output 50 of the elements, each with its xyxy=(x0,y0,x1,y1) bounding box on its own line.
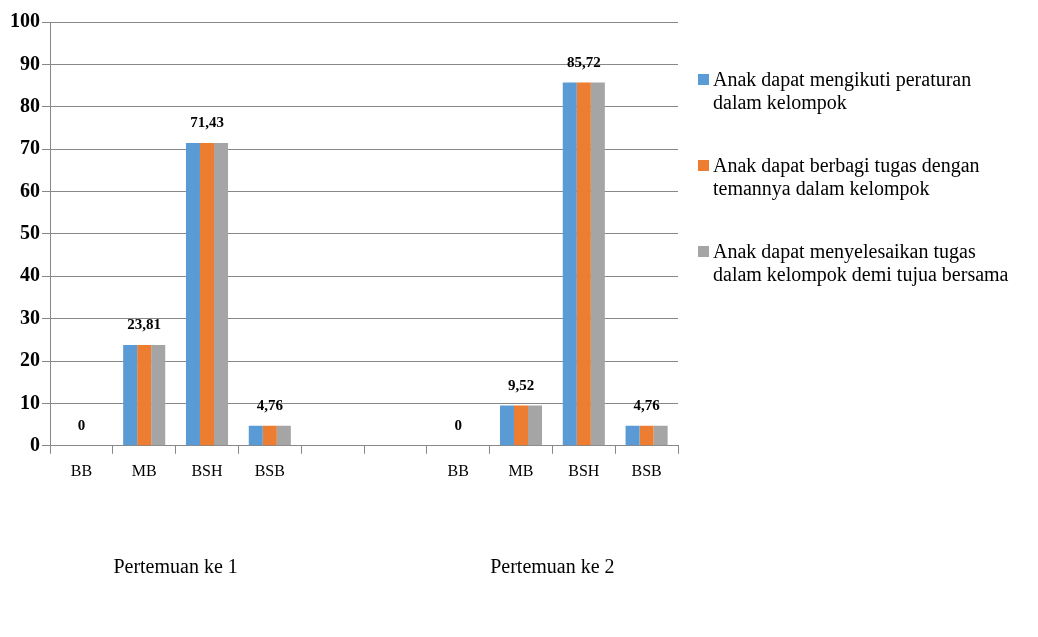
x-tick-label: BSH xyxy=(191,461,224,479)
data-label: 71,43 xyxy=(190,114,224,131)
data-label: 4,76 xyxy=(633,397,661,413)
data-label: 23,81 xyxy=(127,316,162,333)
y-tick-label: 70 xyxy=(20,136,40,159)
bar xyxy=(151,344,166,446)
bar xyxy=(639,425,654,446)
x-tick-label: BSB xyxy=(254,461,285,479)
legend-label: Anak dapat berbagi tugas dengan temannya dalam kelompok xyxy=(713,154,981,200)
data-label: 85,72 xyxy=(566,53,601,70)
y-tick-label: 0 xyxy=(30,432,40,455)
bar xyxy=(276,425,291,446)
data-label: 4,76 xyxy=(256,397,284,413)
bar xyxy=(262,425,277,446)
bar xyxy=(562,82,577,446)
y-tick-label: 80 xyxy=(20,93,40,116)
bar xyxy=(590,82,605,446)
x-tick-label: MB xyxy=(508,461,534,479)
y-tick-label: 20 xyxy=(20,348,40,371)
legend-label: Anak dapat menyelesaikan tugas dalam kelompok demi tujua bersama xyxy=(713,240,1010,286)
x-tick-label: MB xyxy=(131,461,157,479)
bar xyxy=(123,344,138,446)
data-label: 0 xyxy=(77,417,86,434)
y-tick-label: 30 xyxy=(20,305,40,328)
y-tick-label: 90 xyxy=(20,51,40,74)
bar xyxy=(528,405,543,446)
y-tick-label: 50 xyxy=(20,221,40,244)
y-tick-label: 60 xyxy=(20,178,40,201)
bar xyxy=(653,425,668,446)
bar xyxy=(214,143,229,446)
bar xyxy=(137,344,152,446)
x-tick-label: BSH xyxy=(568,461,600,479)
legend-label: Anak dapat mengikuti peraturan dalam kelompok xyxy=(713,68,973,114)
x-tick-label: BB xyxy=(447,461,469,479)
bar xyxy=(625,425,640,446)
x-tick-label: BSB xyxy=(631,461,662,479)
bar xyxy=(513,405,529,446)
y-tick-label: 10 xyxy=(20,390,40,413)
bar xyxy=(199,143,215,446)
x-tick-label: BB xyxy=(70,461,93,479)
data-label: 0 xyxy=(454,417,462,434)
bar xyxy=(185,143,200,446)
bar xyxy=(248,425,263,446)
text: Pertemuan ke 2 xyxy=(490,555,615,578)
bar xyxy=(576,82,591,446)
data-label: 9,52 xyxy=(507,376,535,393)
text: Pertemuan ke 1 xyxy=(113,555,238,578)
y-tick-label: 100 xyxy=(10,9,40,32)
y-tick-label: 40 xyxy=(20,263,40,286)
bar xyxy=(499,405,514,446)
